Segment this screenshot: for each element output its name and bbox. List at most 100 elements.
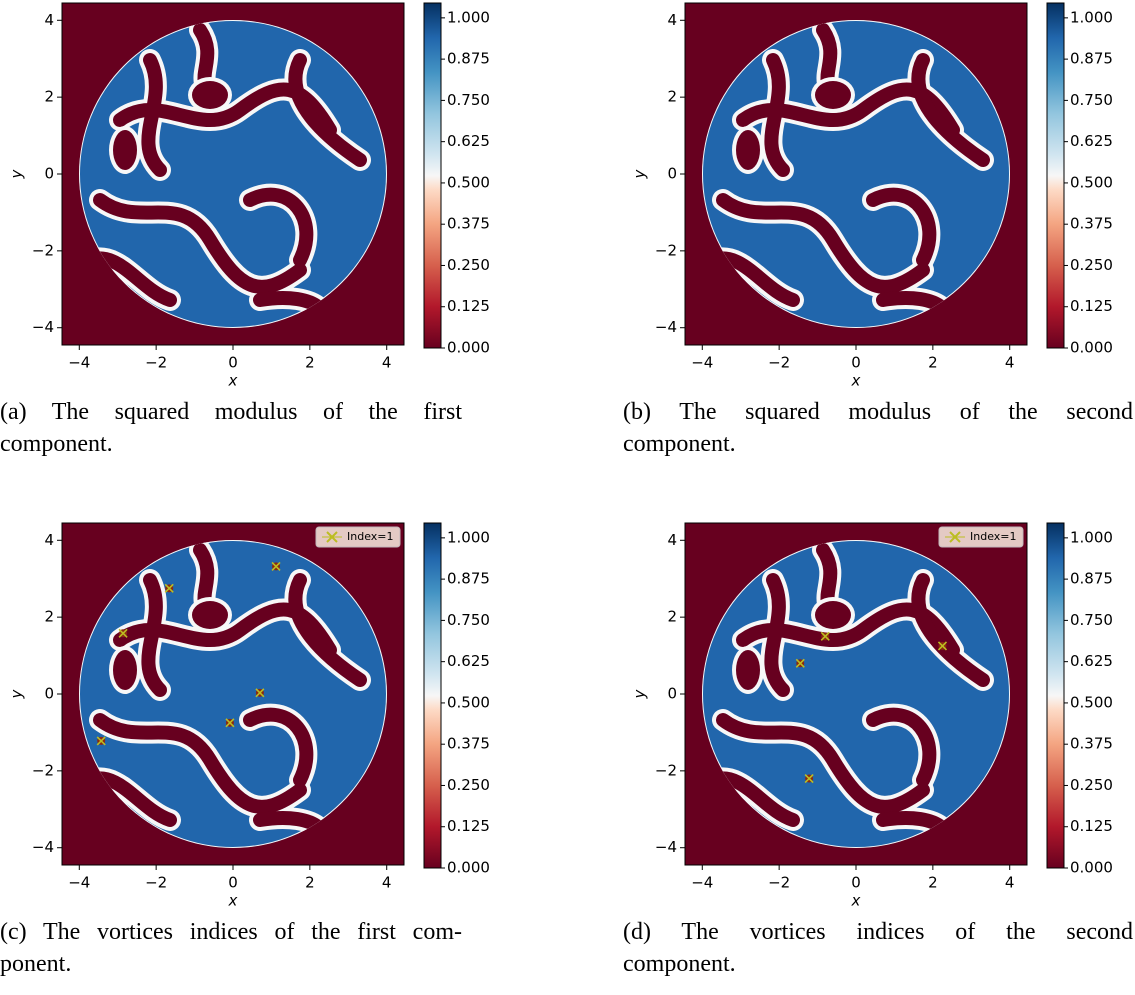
x-tick-label: −2 (768, 874, 790, 892)
colorbar-tick-label: 0.125 (447, 817, 490, 835)
hole (113, 130, 137, 170)
vortex-marker (118, 628, 128, 638)
channel (141, 53, 167, 177)
field-disk (79, 540, 387, 848)
vortex-cross (96, 736, 106, 746)
y-tick-label: −4 (655, 838, 677, 856)
x-tick-label: −4 (691, 354, 713, 372)
y-axis-label: y (631, 168, 649, 179)
channel (243, 707, 314, 787)
colorbar-tick-label: 0.500 (1070, 693, 1113, 711)
channel (866, 187, 937, 267)
field-disk (702, 20, 1010, 328)
colorbar-tick-label: 0.875 (1070, 50, 1113, 68)
x-tick-label: 0 (228, 354, 238, 372)
panel: −4 −2 0 2 4 −4 −2 0 2 4 x y 0.000 0.125 0.250 0.375 0.50… (8, 522, 490, 910)
y-axis-label: y (631, 688, 649, 699)
colorbar-tick-label: 0.750 (1070, 611, 1113, 629)
channel (141, 573, 167, 697)
x-tick-label: 2 (928, 874, 938, 892)
channel (93, 193, 307, 294)
panel: −4 −2 0 2 4 −4 −2 0 2 4 x y 0.000 0.125 0.250 0.375 0.50… (631, 2, 1113, 390)
legend-marker (949, 531, 961, 543)
y-tick-label: 4 (667, 11, 677, 29)
channel (716, 193, 930, 294)
vortex-cross (118, 628, 128, 638)
channel (288, 53, 367, 167)
legend-marker (326, 531, 338, 543)
colorbar-tick-label: 0.375 (1070, 735, 1113, 753)
channel (764, 573, 790, 697)
colorbar-tick-label: 0.625 (1070, 652, 1113, 670)
y-axis-label: y (8, 688, 26, 699)
x-tick-label: 4 (1005, 874, 1015, 892)
colorbar-tick-label: 0.125 (447, 297, 490, 315)
x-tick-label: −2 (145, 354, 167, 372)
hole (113, 650, 137, 690)
hole (736, 130, 760, 170)
colorbar-tick-label: 0.750 (447, 611, 490, 629)
colorbar-tick-label: 0.625 (1070, 132, 1113, 150)
colorbar-tick-label: 0.500 (1070, 173, 1113, 191)
panel: −4 −2 0 2 4 −4 −2 0 2 4 x y 0.000 0.125 0.250 0.375 0.50… (8, 2, 490, 390)
x-tick-label: 4 (382, 874, 392, 892)
y-tick-label: 4 (44, 531, 54, 549)
x-tick-label: 2 (305, 354, 315, 372)
legend: Index=1 (938, 526, 1024, 548)
colorbar (1046, 522, 1065, 869)
x-tick-label: 2 (928, 354, 938, 372)
channel (911, 53, 990, 167)
caption-line: ponent. (0, 951, 72, 977)
y-tick-label: 0 (667, 685, 677, 703)
colorbar-tick-label: 0.250 (1070, 776, 1113, 794)
y-tick-label: −2 (32, 241, 54, 259)
y-tick-label: −4 (655, 318, 677, 336)
colorbar-tick-label: 0.375 (1070, 215, 1113, 233)
caption-line: (c) The vortices indices of the first co… (0, 919, 462, 945)
colorbar-tick-label: 0.875 (1070, 570, 1113, 588)
x-tick-label: −4 (691, 874, 713, 892)
colorbar-tick-label: 0.000 (447, 339, 490, 357)
caption-line: component. (623, 431, 736, 457)
vortex-marker (164, 583, 174, 593)
vortex-marker (795, 658, 805, 668)
colorbar (1046, 2, 1065, 349)
vortex-marker (225, 718, 235, 728)
colorbar-tick-label: 0.500 (447, 173, 490, 191)
y-tick-label: 2 (667, 88, 677, 106)
x-tick-label: 2 (305, 874, 315, 892)
x-tick-label: 0 (851, 874, 861, 892)
colorbar-tick-label: 0.500 (447, 693, 490, 711)
vortex-marker (271, 561, 281, 571)
colorbar-tick-label: 0.000 (1070, 859, 1113, 877)
x-tick-label: −2 (145, 874, 167, 892)
caption: (d) The vortices indices of the second co… (623, 916, 1133, 980)
caption: (a) The squared modulus of the first comp… (0, 396, 462, 460)
vortex-marker (804, 773, 814, 784)
y-tick-label: 2 (44, 88, 54, 106)
colorbar-tick-label: 0.250 (447, 256, 490, 274)
y-tick-label: −4 (32, 838, 54, 856)
x-axis-label: x (228, 372, 238, 390)
y-tick-label: −4 (32, 318, 54, 336)
x-tick-label: −2 (768, 354, 790, 372)
colorbar-tick-label: 0.625 (447, 132, 490, 150)
x-axis-label: x (851, 892, 861, 910)
y-axis-label: y (8, 168, 26, 179)
colorbar-tick-label: 0.625 (447, 652, 490, 670)
hole (192, 81, 228, 109)
caption-line: component. (0, 431, 113, 457)
vortex-cross (937, 641, 948, 651)
legend-label: Index=1 (347, 530, 394, 543)
caption: (c) The vortices indices of the first co… (0, 916, 462, 980)
y-tick-label: 2 (667, 608, 677, 626)
colorbar-tick-label: 0.875 (447, 570, 490, 588)
x-tick-label: −4 (68, 874, 90, 892)
channel (866, 707, 937, 787)
colorbar-tick-label: 1.000 (447, 528, 490, 546)
caption-line: (d) The vortices indices of the second (623, 919, 1133, 945)
caption-line: component. (623, 951, 736, 977)
vortex-cross (271, 561, 281, 571)
vortex-marker (96, 736, 106, 746)
